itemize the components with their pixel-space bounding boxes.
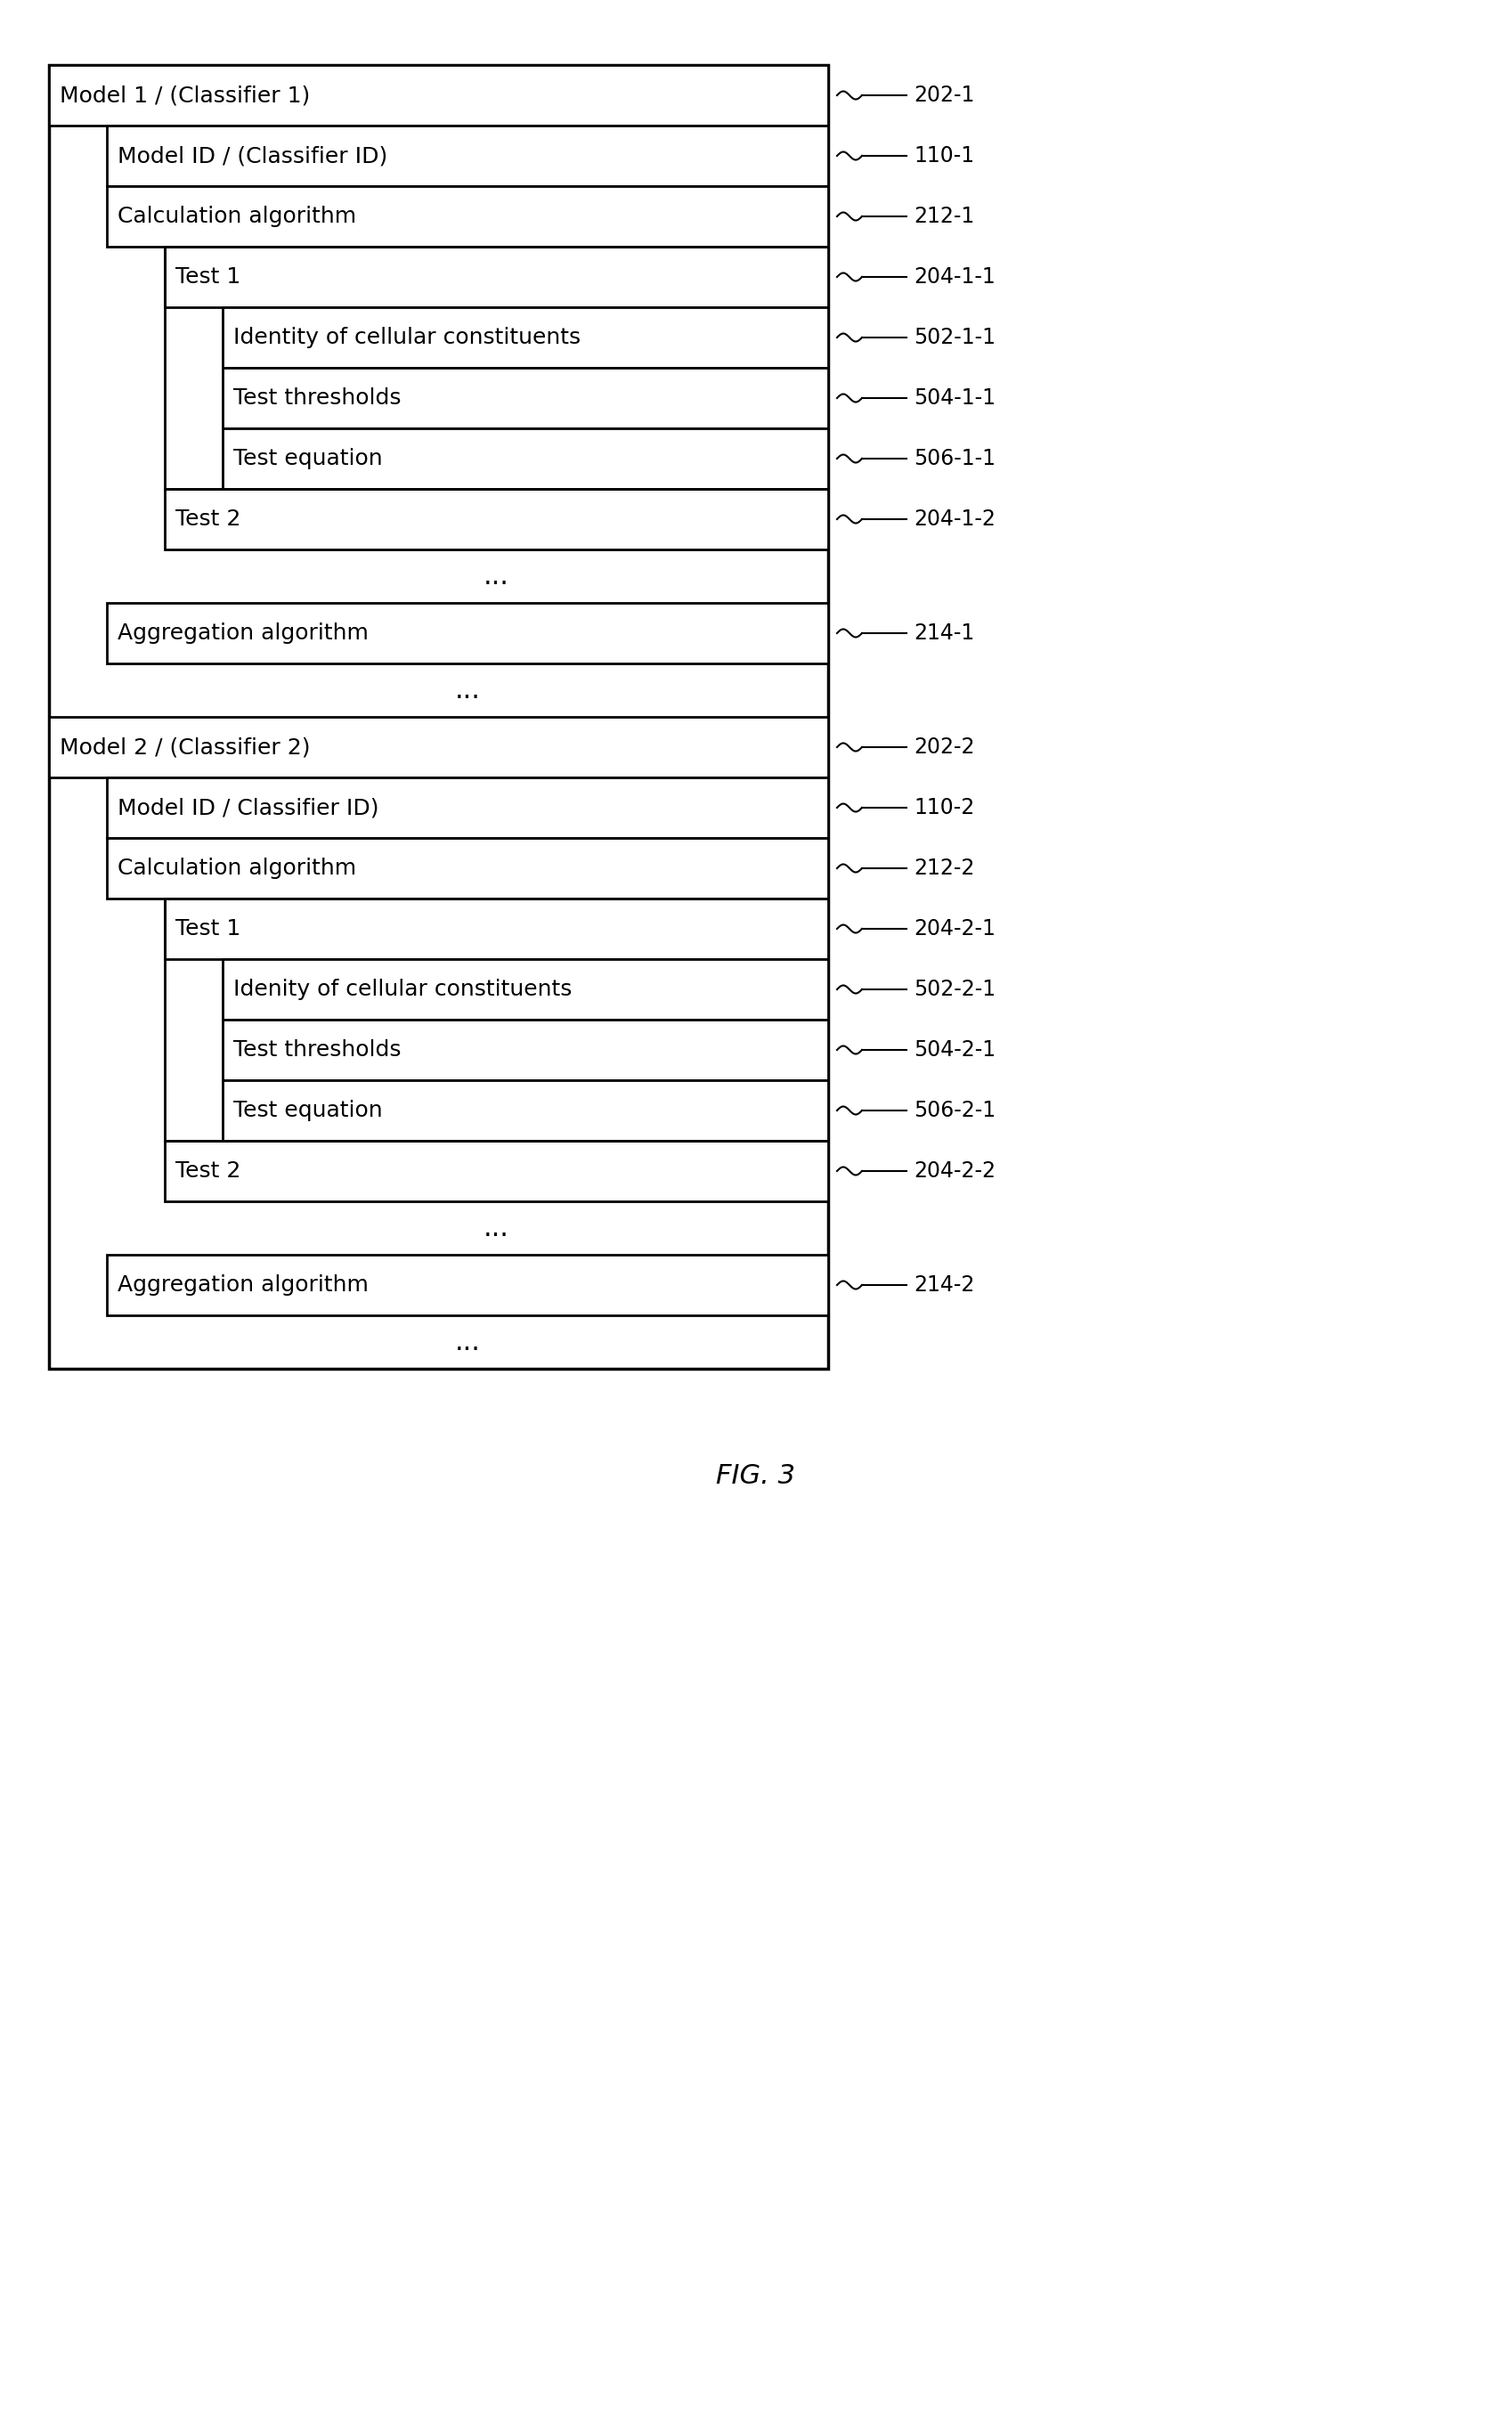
Text: 502-2-1: 502-2-1 (913, 978, 995, 1000)
Bar (107, 186, 829, 246)
Bar (222, 959, 829, 1020)
Text: 204-2-1: 204-2-1 (913, 918, 995, 940)
Text: ...: ... (455, 1329, 481, 1355)
Text: 110-2: 110-2 (913, 797, 974, 819)
Bar (222, 1080, 829, 1140)
Bar (222, 1020, 829, 1080)
Text: 202-1: 202-1 (913, 85, 975, 106)
Text: 212-2: 212-2 (913, 858, 975, 879)
Bar (107, 1254, 829, 1314)
Text: 204-2-2: 204-2-2 (913, 1160, 995, 1181)
Text: 214-1: 214-1 (913, 623, 974, 643)
Bar (222, 367, 829, 428)
Text: 212-1: 212-1 (913, 205, 974, 227)
Text: Idenity of cellular constituents: Idenity of cellular constituents (233, 978, 572, 1000)
Text: Model 1 / (Classifier 1): Model 1 / (Classifier 1) (59, 85, 310, 106)
Text: ...: ... (455, 676, 481, 703)
Text: 204-1-1: 204-1-1 (913, 266, 995, 288)
Text: Test equation: Test equation (233, 447, 383, 469)
Bar (107, 838, 829, 899)
Text: Aggregation algorithm: Aggregation algorithm (118, 623, 369, 643)
Bar (107, 126, 829, 186)
Text: 506-2-1: 506-2-1 (913, 1099, 995, 1121)
Text: Calculation algorithm: Calculation algorithm (118, 858, 357, 879)
Text: Test thresholds: Test thresholds (233, 1039, 401, 1061)
Text: ...: ... (484, 563, 510, 590)
Text: 506-1-1: 506-1-1 (913, 447, 995, 469)
Bar (48, 65, 829, 1370)
Text: Model ID / Classifier ID): Model ID / Classifier ID) (118, 797, 380, 819)
Text: 214-2: 214-2 (913, 1273, 975, 1295)
Text: 110-1: 110-1 (913, 145, 974, 167)
Bar (48, 65, 829, 126)
Text: Test 2: Test 2 (175, 507, 240, 529)
Text: Calculation algorithm: Calculation algorithm (118, 205, 357, 227)
Text: Identity of cellular constituents: Identity of cellular constituents (233, 326, 581, 348)
Text: 204-1-2: 204-1-2 (913, 507, 995, 529)
Text: 502-1-1: 502-1-1 (913, 326, 995, 348)
Bar (165, 246, 829, 307)
Text: Model ID / (Classifier ID): Model ID / (Classifier ID) (118, 145, 387, 167)
Bar (165, 488, 829, 548)
Bar (165, 899, 829, 959)
Bar (222, 307, 829, 367)
Text: Test 1: Test 1 (175, 266, 240, 288)
Text: Test thresholds: Test thresholds (233, 387, 401, 408)
Text: FIG. 3: FIG. 3 (717, 1462, 795, 1488)
Bar (165, 1140, 829, 1201)
Text: Test 1: Test 1 (175, 918, 240, 940)
Text: 504-2-1: 504-2-1 (913, 1039, 995, 1061)
Bar (48, 718, 829, 778)
Text: Test 2: Test 2 (175, 1160, 240, 1181)
Text: 202-2: 202-2 (913, 737, 975, 759)
Text: Aggregation algorithm: Aggregation algorithm (118, 1273, 369, 1295)
Text: Model 2 / (Classifier 2): Model 2 / (Classifier 2) (59, 737, 310, 759)
Bar (107, 778, 829, 838)
Text: 504-1-1: 504-1-1 (913, 387, 995, 408)
Bar (107, 604, 829, 664)
Text: Test equation: Test equation (233, 1099, 383, 1121)
Text: ...: ... (484, 1215, 510, 1242)
Bar (222, 428, 829, 488)
